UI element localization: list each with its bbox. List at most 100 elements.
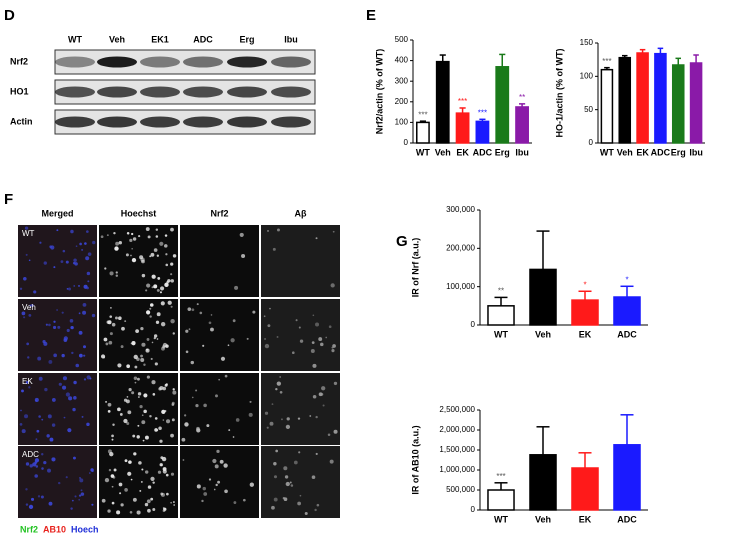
cell [218, 378, 221, 381]
cell [80, 489, 83, 492]
cell [30, 304, 34, 307]
x-tick-label: Ibu [689, 147, 703, 157]
micrograph [180, 373, 259, 445]
cell [23, 316, 26, 319]
cell [61, 353, 65, 358]
cell [275, 387, 278, 391]
y-tick-label: 500,000 [446, 485, 475, 494]
cell [170, 305, 173, 308]
cell [141, 420, 146, 425]
error-bar [620, 414, 634, 445]
cell [172, 388, 175, 391]
blot-row-label: Actin [10, 116, 33, 126]
cell [161, 346, 165, 351]
row-label: WT [22, 229, 35, 238]
cell [146, 338, 150, 341]
cell [123, 398, 128, 402]
cell [112, 475, 116, 479]
cell [90, 468, 94, 472]
y-tick-label: 0 [471, 320, 476, 329]
cell [170, 279, 174, 283]
x-tick-label: ADC [473, 147, 493, 157]
cell [21, 389, 24, 393]
cell [71, 351, 74, 355]
cell [182, 459, 185, 461]
error-bar [578, 452, 592, 468]
cell [107, 449, 112, 454]
cell [155, 235, 159, 238]
cell [199, 311, 203, 315]
cell [333, 429, 338, 434]
cell [202, 344, 205, 347]
cell [318, 337, 323, 342]
cell [151, 341, 154, 344]
cell [164, 234, 168, 237]
cell [185, 329, 189, 333]
cell [249, 400, 252, 404]
cell [62, 385, 67, 390]
cell [80, 492, 85, 496]
bar [689, 62, 703, 144]
blot-band [97, 86, 137, 98]
y-axis-label: IR of Nrf (a.u.) [410, 238, 420, 298]
cell [33, 290, 37, 294]
cell [106, 234, 109, 237]
blot-row-label: HO1 [10, 86, 29, 96]
blot-band [55, 116, 95, 128]
cell [151, 274, 155, 279]
cell [35, 438, 38, 441]
cell [113, 468, 117, 472]
y-tick-label: 0 [471, 505, 476, 514]
legend-entry: AB10 [43, 524, 66, 534]
cell [25, 380, 29, 384]
cell [267, 324, 271, 328]
cell [166, 492, 169, 496]
cell [299, 494, 302, 497]
cell [145, 227, 150, 231]
cell [159, 241, 164, 246]
error-bar [657, 47, 664, 54]
cell [56, 309, 58, 311]
cell [144, 470, 149, 474]
cell [196, 484, 201, 489]
cell [147, 235, 151, 239]
cell [298, 451, 301, 454]
y-tick-label: 150 [580, 38, 594, 47]
cell [109, 271, 114, 276]
cell [111, 438, 114, 441]
x-tick-label: WT [600, 147, 614, 157]
cell [63, 416, 66, 419]
cell [318, 392, 323, 397]
blot-band [227, 116, 267, 128]
cell [203, 403, 207, 408]
cell [272, 247, 276, 251]
cell [120, 345, 124, 349]
lane-label: Ibu [284, 34, 298, 44]
cell [100, 235, 104, 239]
blot-band [183, 116, 223, 128]
cell [136, 377, 140, 381]
cell [73, 396, 77, 400]
cell [284, 475, 289, 479]
micrograph [261, 373, 340, 445]
x-tick-label: WT [494, 329, 508, 339]
cell [25, 462, 30, 466]
cell [78, 284, 80, 287]
cell [38, 415, 41, 418]
cell [173, 504, 176, 506]
cell [129, 510, 133, 514]
cell [118, 316, 122, 320]
cell [162, 507, 165, 509]
cell [304, 511, 308, 515]
cell [277, 228, 280, 232]
cell [115, 274, 119, 277]
cell [140, 480, 143, 483]
cell [40, 495, 44, 499]
cell [100, 354, 106, 359]
bar [455, 112, 470, 144]
cell [111, 485, 114, 488]
y-tick-label: 50 [584, 105, 593, 114]
cell [279, 376, 282, 378]
x-tick-label: EK [579, 329, 592, 339]
cell [309, 415, 312, 417]
